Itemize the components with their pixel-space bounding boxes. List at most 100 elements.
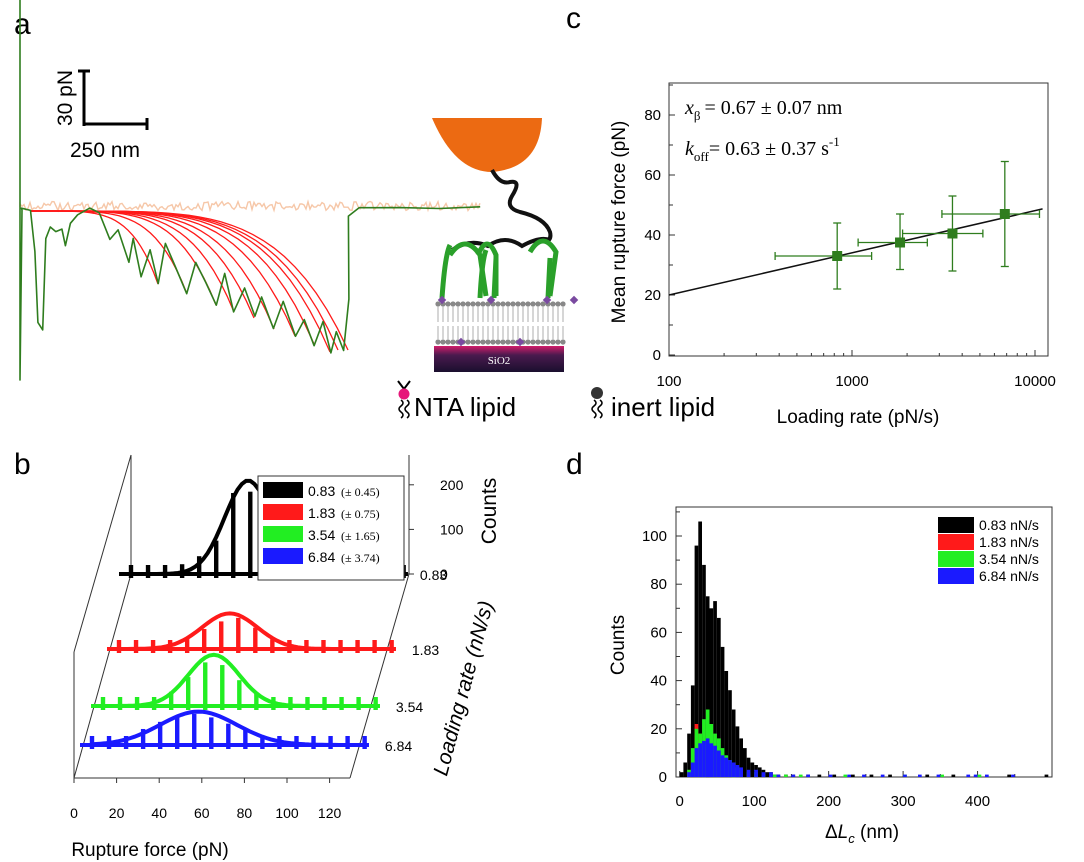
b-bar bbox=[243, 729, 248, 749]
d-x-tick-label: 0 bbox=[676, 793, 684, 810]
panel-c-plot bbox=[668, 160, 1043, 296]
d-bar bbox=[739, 738, 743, 777]
d-bar bbox=[754, 769, 758, 777]
d-bar bbox=[869, 774, 874, 777]
b-bar bbox=[175, 717, 180, 749]
b-bar bbox=[128, 565, 134, 578]
c-marker bbox=[947, 228, 958, 239]
d-bar bbox=[705, 596, 710, 778]
d-bar bbox=[784, 774, 788, 777]
lipid-head bbox=[440, 339, 446, 345]
d-bar bbox=[862, 774, 866, 777]
lipid-head bbox=[535, 301, 541, 307]
d-bar bbox=[735, 765, 740, 778]
b-legend-error: (± 1.65) bbox=[341, 529, 380, 543]
lipid-head bbox=[500, 301, 506, 307]
d-bar bbox=[761, 772, 766, 777]
b-fit-curve bbox=[119, 611, 396, 651]
afm-tip bbox=[432, 118, 542, 172]
b-bar bbox=[339, 697, 344, 710]
b-series-1.83 bbox=[107, 611, 396, 653]
b-bar bbox=[117, 697, 123, 710]
lipid-head bbox=[555, 301, 561, 307]
d-legend-label: 6.84 nN/s bbox=[979, 568, 1039, 584]
panel-c-axes: 100 1000 10000 0 20 40 60 80 bbox=[644, 84, 1056, 390]
b-legend-swatch bbox=[263, 526, 303, 542]
c-y-tick-label: 20 bbox=[644, 287, 661, 304]
b-bar bbox=[192, 713, 197, 749]
panel-c-plot-frame bbox=[668, 82, 1049, 357]
nta-lipid-head bbox=[542, 295, 552, 305]
b-bar bbox=[254, 693, 259, 710]
b-legend-swatch bbox=[263, 548, 303, 564]
x-beta-value: = 0.67 ± 0.07 nm bbox=[705, 97, 843, 119]
c-x-tick-label: 10000 bbox=[1014, 373, 1056, 390]
d-bar bbox=[687, 772, 691, 777]
lipid-head bbox=[505, 301, 511, 307]
d-legend-swatch bbox=[938, 517, 974, 533]
d-legend-label: 3.54 nN/s bbox=[979, 551, 1039, 567]
panel-c: c 100 1000 10000 0 20 40 60 80 xβ = 0.67 ± 0.07 … bbox=[566, 2, 1056, 428]
d-bar bbox=[713, 745, 717, 777]
scale-bar: 30 pN 250 nm bbox=[54, 69, 149, 162]
d-bar bbox=[966, 774, 971, 777]
panel-b-loading-label: Loading rate (nN/s) bbox=[429, 599, 498, 779]
d-y-tick-label: 80 bbox=[650, 576, 667, 593]
lipid-head bbox=[560, 301, 566, 307]
d-bar bbox=[851, 774, 855, 777]
d-x-tick-label: 400 bbox=[965, 793, 990, 810]
c-y-tick-label: 80 bbox=[644, 107, 661, 124]
lipid-head bbox=[540, 339, 546, 345]
d-bar bbox=[683, 762, 688, 777]
lipid-head bbox=[525, 339, 531, 345]
lipid-head bbox=[550, 301, 556, 307]
d-bar bbox=[731, 709, 736, 777]
lipid-head bbox=[450, 339, 456, 345]
b-bar bbox=[373, 697, 378, 710]
b-fit-curve bbox=[103, 652, 380, 708]
d-bar bbox=[746, 769, 751, 777]
c-data-point bbox=[857, 213, 928, 271]
lipid-head bbox=[530, 301, 536, 307]
d-bar bbox=[698, 521, 702, 777]
d-bar bbox=[739, 767, 743, 777]
d-bar bbox=[724, 757, 729, 777]
lipid-head bbox=[505, 339, 511, 345]
d-bar bbox=[679, 772, 684, 777]
b-bar bbox=[305, 697, 310, 710]
b-loading-tick-label: 3.54 bbox=[396, 699, 423, 715]
nta-lipid-head bbox=[569, 295, 579, 305]
d-x-tick-label: 100 bbox=[742, 793, 767, 810]
lipid-head bbox=[510, 339, 516, 345]
b-legend-value: 3.54 bbox=[308, 527, 335, 543]
b-bar bbox=[133, 640, 139, 653]
lipid-head bbox=[475, 339, 481, 345]
lipid-head bbox=[520, 301, 526, 307]
scale-force-label: 30 pN bbox=[54, 70, 77, 126]
lipid-head bbox=[465, 301, 471, 307]
lipid-head bbox=[480, 301, 486, 307]
b-x-tick-label: 80 bbox=[237, 805, 253, 821]
b-x-tick-label: 40 bbox=[151, 805, 167, 821]
b-bar bbox=[322, 697, 327, 710]
his-tag-linker bbox=[527, 238, 559, 297]
lipid-head bbox=[480, 339, 486, 345]
d-bar bbox=[973, 774, 978, 777]
d-bar bbox=[713, 601, 717, 777]
d-bar bbox=[925, 774, 930, 777]
b-bar bbox=[345, 736, 350, 749]
c-y-tick-label: 40 bbox=[644, 227, 661, 244]
d-bar bbox=[743, 748, 747, 777]
b-bar bbox=[162, 565, 168, 578]
panel-d-ylabel: Counts bbox=[608, 615, 629, 675]
panel-b-legend: 0.83 (± 0.45) 1.83 (± 0.75) 3.54 (± 1.65) 6.84… bbox=[257, 475, 405, 581]
b-x-tick-label: 0 bbox=[70, 805, 78, 821]
b-bar bbox=[237, 680, 242, 710]
d-bar bbox=[791, 774, 796, 777]
b-legend-value: 6.84 bbox=[308, 549, 335, 565]
d-bar bbox=[690, 685, 695, 777]
nta-lipid-head bbox=[515, 337, 525, 347]
lipid-head bbox=[470, 339, 476, 345]
panel-b-x-axis: 0 20 40 60 80 100 120 bbox=[70, 778, 341, 821]
b-bar bbox=[372, 640, 377, 653]
